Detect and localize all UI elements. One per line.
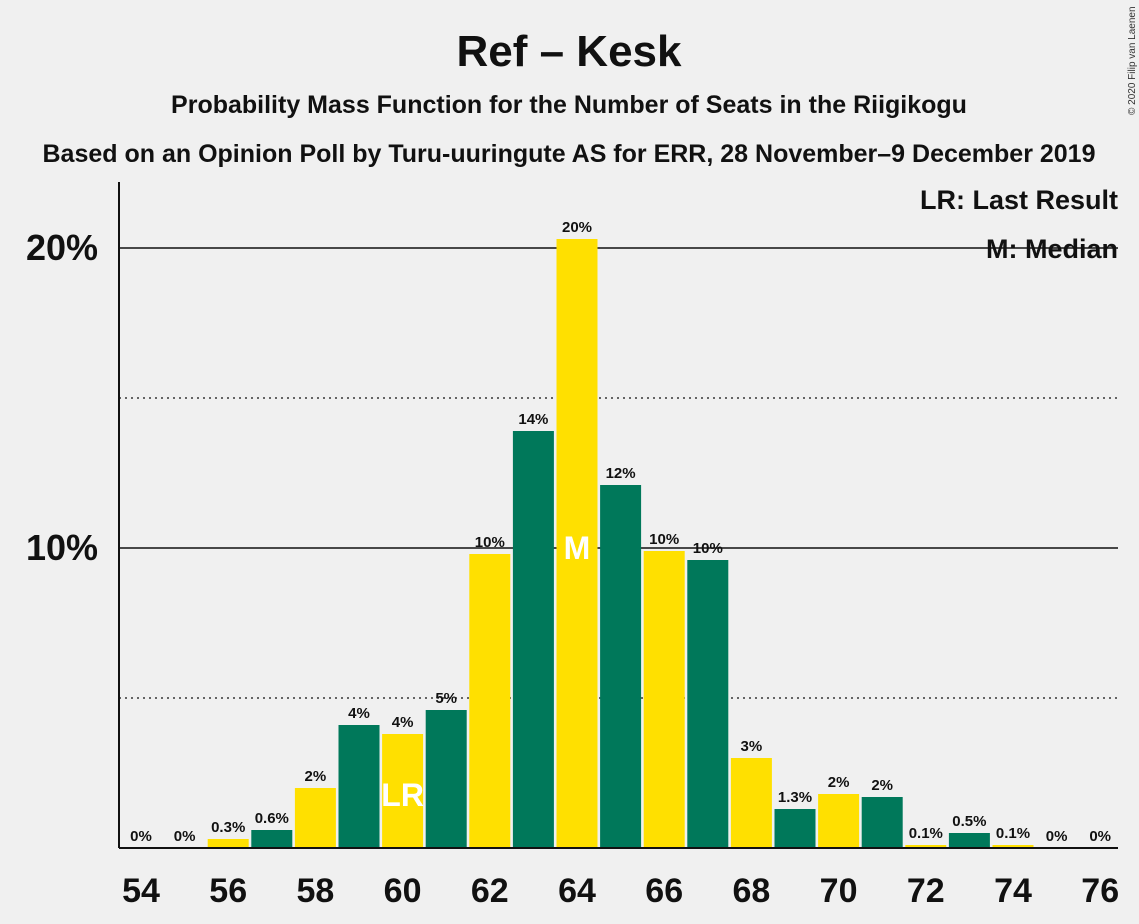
y-tick-label: 10% — [26, 527, 98, 568]
x-tick-label: 70 — [820, 872, 858, 910]
x-tick-label: 66 — [645, 872, 683, 910]
data-label: 0% — [130, 828, 152, 845]
data-label: 0% — [1089, 828, 1111, 845]
data-label: 1.3% — [778, 789, 812, 806]
data-label: 0.5% — [952, 813, 986, 830]
bar — [382, 734, 424, 848]
data-label: 0.1% — [909, 825, 943, 842]
data-label: 3% — [741, 738, 763, 755]
median-marker: M — [564, 530, 591, 566]
data-label: 0% — [174, 828, 196, 845]
x-tick-label: 62 — [471, 872, 509, 910]
bar — [643, 551, 685, 848]
x-tick-label: 60 — [384, 872, 422, 910]
data-label: 2% — [305, 768, 327, 785]
y-tick-label: 20% — [26, 227, 98, 268]
bar — [600, 485, 642, 848]
bar — [469, 554, 511, 848]
bar — [207, 839, 249, 848]
x-tick-label: 54 — [122, 872, 160, 910]
bar — [512, 431, 554, 848]
data-label: 10% — [649, 531, 679, 548]
axes: 10% 20% 54 56 58 60 62 64 66 68 70 72 74 76 — [26, 182, 1119, 910]
bar — [338, 725, 380, 848]
bar — [556, 239, 598, 848]
x-tick-label: 68 — [732, 872, 770, 910]
data-label: 0% — [1046, 828, 1068, 845]
chart-title: Ref – Kesk — [456, 27, 682, 76]
data-label: 20% — [562, 219, 592, 236]
bar — [425, 710, 467, 848]
x-tick-label: 64 — [558, 872, 596, 910]
data-label: 4% — [348, 705, 370, 722]
bars: 0% 0% 0.3% 0.6% 2% 4% 4% LR 5% 10% 14% 20% M 12% 10% 10… — [130, 219, 1111, 848]
data-label: 0.1% — [996, 825, 1030, 842]
x-tick-label: 58 — [296, 872, 334, 910]
bar — [818, 794, 860, 848]
bar — [687, 560, 729, 848]
x-tick-label: 72 — [907, 872, 945, 910]
bar — [992, 845, 1034, 848]
data-label: 12% — [606, 465, 636, 482]
data-label: 2% — [828, 774, 850, 791]
x-tick-label: 76 — [1081, 872, 1119, 910]
last-result-marker: LR — [381, 777, 424, 813]
bar — [294, 788, 336, 848]
bar — [905, 845, 947, 848]
legend-last-result: LR: Last Result — [920, 185, 1118, 215]
data-label: 5% — [435, 690, 457, 707]
copyright-note: © 2020 Filip van Laenen — [1127, 6, 1138, 115]
data-label: 10% — [693, 540, 723, 557]
chart-subtitle-poll: Based on an Opinion Poll by Turu-uuringu… — [42, 140, 1095, 168]
data-label: 10% — [475, 534, 505, 551]
x-tick-label: 74 — [994, 872, 1032, 910]
data-label: 0.3% — [211, 819, 245, 836]
data-label: 4% — [392, 714, 414, 731]
x-tick-label: 56 — [209, 872, 247, 910]
bar — [251, 830, 293, 848]
bar — [774, 809, 816, 848]
bar — [730, 758, 772, 848]
data-label: 2% — [871, 777, 893, 794]
data-label: 14% — [518, 411, 548, 428]
bar — [948, 833, 990, 848]
data-label: 0.6% — [255, 810, 289, 827]
bar — [861, 797, 903, 848]
chart-subtitle: Probability Mass Function for the Number… — [171, 91, 967, 119]
legend-median: M: Median — [986, 234, 1118, 264]
